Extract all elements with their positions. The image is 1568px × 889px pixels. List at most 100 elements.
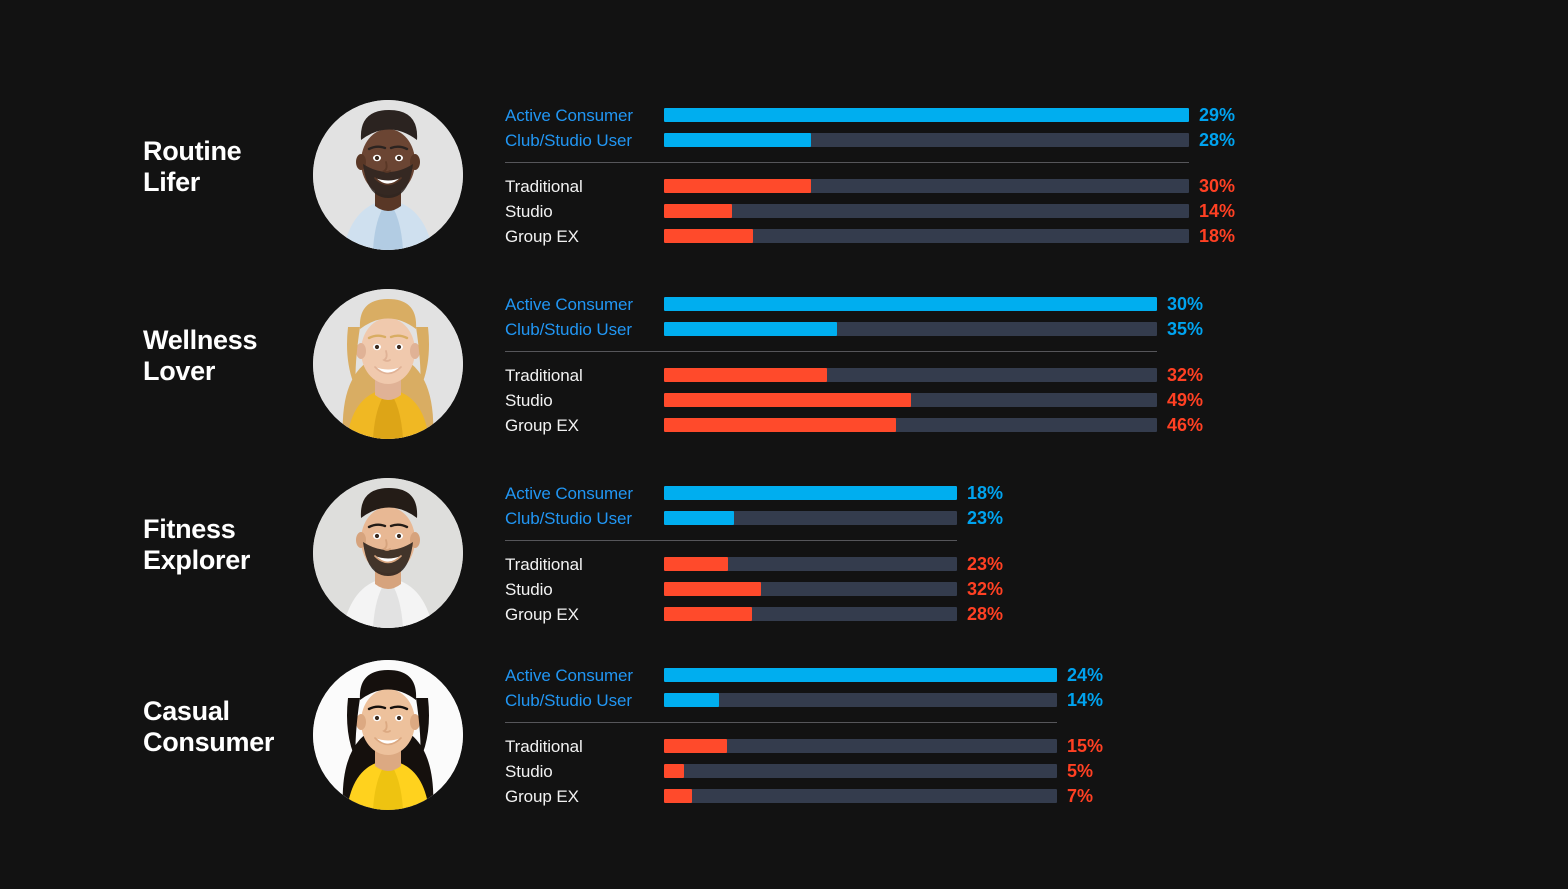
bar-track (664, 229, 1189, 243)
bar-fill (664, 108, 1189, 122)
bar-label: Group EX (505, 786, 579, 806)
bar-track (664, 108, 1189, 122)
bar-row: Group EX 7% (505, 784, 1103, 808)
avatar-casual-consumer (313, 660, 463, 810)
bar-track (664, 486, 957, 500)
bar-fill (664, 668, 1057, 682)
bar-fill (664, 418, 896, 432)
bar-value: 35% (1167, 319, 1204, 339)
bar-value: 24% (1067, 665, 1104, 685)
bar-fill (664, 368, 827, 382)
avatar-routine-lifer (313, 100, 463, 250)
bar-label: Club/Studio User (505, 130, 632, 150)
bar-value: 5% (1067, 761, 1094, 781)
bar-label: Group EX (505, 604, 579, 624)
bar-row: Traditional 23% (505, 552, 1003, 576)
bar-value: 15% (1067, 736, 1104, 756)
bar-row: Active Consumer 24% (505, 663, 1103, 687)
avatar-wellness-lover (313, 289, 463, 439)
bar-fill (664, 179, 811, 193)
bar-fill (664, 764, 684, 778)
bar-fill (664, 789, 692, 803)
bar-row: Traditional 15% (505, 734, 1103, 758)
bar-fill (664, 393, 911, 407)
section-divider (505, 351, 1157, 352)
persona-name-4: Casual Consumer (143, 696, 275, 758)
bar-row: Group EX 28% (505, 602, 1003, 626)
bar-label: Club/Studio User (505, 319, 632, 339)
section-divider (505, 540, 957, 541)
bar-label: Studio (505, 201, 553, 221)
bar-track (664, 789, 1057, 803)
bar-track (664, 557, 957, 571)
bar-row: Studio 5% (505, 759, 1103, 783)
bar-value: 14% (1199, 201, 1236, 221)
bar-row: Traditional 32% (505, 363, 1203, 387)
bar-track (664, 133, 1189, 147)
bar-group-1: Active Consumer 29% Club/Studio User 28% Tra… (505, 103, 1235, 249)
bar-fill (664, 133, 811, 147)
bar-label: Active Consumer (505, 105, 633, 125)
bar-track (664, 393, 1157, 407)
bar-track (664, 179, 1189, 193)
bar-value: 28% (967, 604, 1004, 624)
bar-value: 32% (1167, 365, 1204, 385)
bar-track (664, 764, 1057, 778)
bar-fill (664, 582, 761, 596)
bar-label: Active Consumer (505, 294, 633, 314)
bar-value: 32% (967, 579, 1004, 599)
bar-fill (664, 486, 957, 500)
bar-group-4: Active Consumer 24% Club/Studio User 14% Tra… (505, 663, 1103, 809)
bar-track (664, 297, 1157, 311)
bar-track (664, 204, 1189, 218)
bar-row: Club/Studio User 23% (505, 506, 1003, 530)
bar-value: 30% (1167, 294, 1204, 314)
bar-row: Active Consumer 29% (505, 103, 1235, 127)
bar-fill (664, 693, 720, 707)
bar-value: 30% (1199, 176, 1236, 196)
bar-value: 23% (967, 508, 1004, 528)
section-divider (505, 722, 1057, 723)
bar-fill (664, 204, 733, 218)
bar-row: Studio 32% (505, 577, 1003, 601)
bar-label: Club/Studio User (505, 690, 632, 710)
bar-value: 29% (1199, 105, 1236, 125)
bar-value: 18% (967, 483, 1004, 503)
bar-track (664, 368, 1157, 382)
bar-value: 46% (1167, 415, 1204, 435)
bar-value: 28% (1199, 130, 1236, 150)
bar-row: Group EX 46% (505, 413, 1203, 437)
bar-row: Active Consumer 18% (505, 481, 1003, 505)
bar-track (664, 322, 1157, 336)
bar-row: Active Consumer 30% (505, 292, 1203, 316)
bar-row: Group EX 18% (505, 224, 1235, 248)
bar-label: Group EX (505, 226, 579, 246)
bar-group-3: Active Consumer 18% Club/Studio User 23% Tra… (505, 481, 1003, 627)
avatar-fitness-explorer (313, 478, 463, 628)
bar-value: 49% (1167, 390, 1204, 410)
bar-label: Club/Studio User (505, 508, 632, 528)
bar-row: Club/Studio User 14% (505, 688, 1103, 712)
bar-fill (664, 229, 754, 243)
bar-fill (664, 607, 752, 621)
bar-fill (664, 322, 837, 336)
bar-fill (664, 511, 735, 525)
persona-name-3: Fitness Explorer (143, 514, 251, 576)
bar-value: 18% (1199, 226, 1236, 246)
bar-label: Studio (505, 761, 553, 781)
persona-name-2: Wellness Lover (143, 325, 258, 387)
bar-fill (664, 739, 727, 753)
bar-label: Traditional (505, 176, 583, 196)
bar-label: Studio (505, 390, 553, 410)
bar-value: 14% (1067, 690, 1104, 710)
bar-row: Club/Studio User 35% (505, 317, 1203, 341)
section-divider (505, 162, 1189, 163)
bar-label: Traditional (505, 554, 583, 574)
bar-track (664, 693, 1057, 707)
bar-label: Traditional (505, 736, 583, 756)
bar-track (664, 511, 957, 525)
bar-label: Studio (505, 579, 553, 599)
bar-value: 23% (967, 554, 1004, 574)
bar-track (664, 582, 957, 596)
